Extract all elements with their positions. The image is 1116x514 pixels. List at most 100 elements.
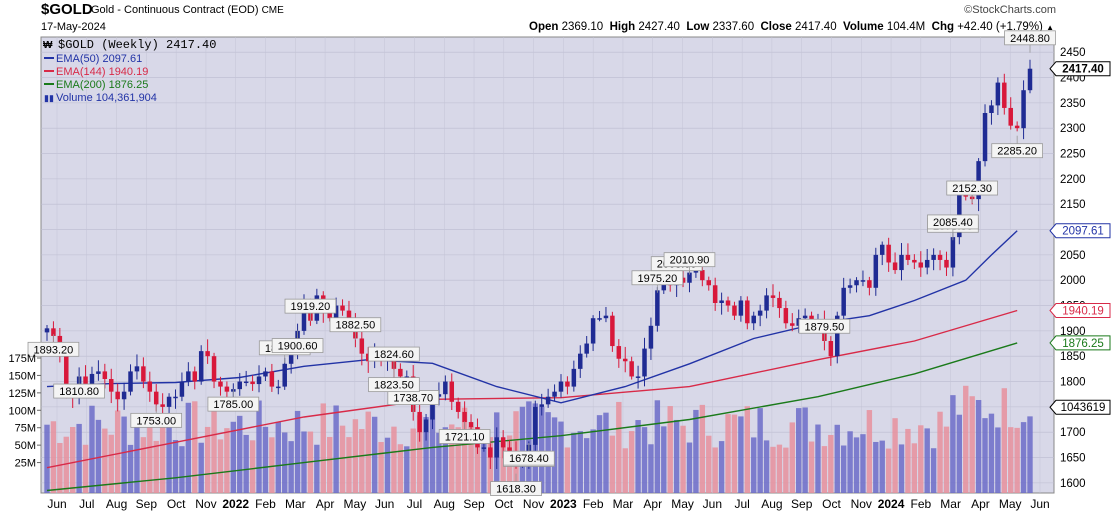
candle-body [597,318,602,320]
candle-body [256,376,262,385]
volume-bar [744,406,751,493]
candle-body [359,338,365,354]
annotation-label: 1893.20 [34,344,74,356]
annotation-label: 1879.50 [805,321,845,333]
candle-body [757,310,763,316]
candle-body [218,381,223,387]
candle-body [301,305,307,331]
volume-bar [378,441,384,493]
volume-bar [326,436,333,493]
volume-tick-label: 150M [8,370,36,382]
candle-body [642,348,647,377]
x-tick-label: Nov [523,497,544,511]
volume-bars [44,385,1033,493]
volume-bar [596,415,603,493]
x-tick-label: Mar [285,497,306,511]
annotation-label: 1900.60 [278,341,318,353]
volume-bar [423,417,429,493]
candle-body [809,315,814,321]
volume-bar [147,415,153,493]
annotation-box [271,338,324,353]
annotation-label: 2448.80 [1010,33,1050,45]
annotation-box [798,318,851,334]
candle-body [481,447,487,449]
volume-bar [577,431,583,493]
volume-bar [262,426,269,493]
y-tick-label: 1800 [1060,377,1086,389]
price-tag [1049,335,1111,351]
annotation-box [991,143,1043,159]
volume-bar [346,437,352,493]
volume-bar [391,426,397,493]
volume-bar [1020,422,1027,493]
x-tick-label: Nov [851,497,872,511]
volume-bar [108,434,114,493]
candle-body [777,297,782,309]
candle-body [565,381,570,387]
volume-bar [275,421,281,493]
volume-bar [468,426,474,493]
x-tick-label: May [344,497,367,511]
candle-body [738,300,744,316]
price-tag-label: 1043619 [1061,402,1106,414]
candle-body [957,189,962,238]
candle-body [905,254,911,260]
y-tick-label: 2050 [1060,250,1086,262]
volume-bar [127,444,134,493]
candle-body [89,373,95,387]
volume-bar [982,418,988,493]
y-tick-label: 1650 [1060,453,1086,465]
candle-body [732,305,737,316]
y-tick-label: 1600 [1060,478,1086,490]
volume-bar [950,395,956,493]
volume-bar [956,414,963,493]
ema144-line [46,309,1018,469]
volume-bar [776,444,783,493]
volume-bar [243,434,249,493]
x-tick-label: Apr [971,497,990,511]
candle-body [545,396,551,405]
annotation-box [663,252,716,268]
volume-bar [853,437,860,493]
volume-bar [314,444,320,493]
candle-body [783,308,789,324]
volume-bar [114,410,121,493]
volume-bar [564,447,571,493]
candle-body [108,379,114,392]
candle-body [828,341,834,357]
candle-body [648,325,654,349]
candle-body [603,315,609,319]
volume-bar [384,437,391,493]
candle-body [237,381,242,390]
volume-bar [95,419,102,493]
candle-body [610,315,615,347]
candle-body [886,244,891,263]
candle-body [725,300,731,306]
volume-bar [590,429,596,493]
candle-body [635,376,641,378]
candle-body [507,447,512,453]
volume-bar [943,426,950,493]
candle-body [687,272,692,283]
volume-bar [288,441,294,493]
volume-bar [828,434,834,493]
volume-bar [873,441,879,493]
volume-bar [757,408,763,493]
candle-body [141,366,146,382]
volume-bar [333,405,339,493]
volume-tick-label: 175M [8,353,36,365]
volume-bar [192,401,198,493]
volume-bar [635,420,641,493]
candle-body [1014,125,1020,129]
price-tags: 2417.40 2097.61 1940.19 1876.25 1043619 [1049,61,1111,415]
volume-bar [166,424,172,493]
annotation-label: 1738.70 [393,393,433,405]
candle-body [552,391,557,397]
candle-body [282,363,287,387]
volume-tick-label: 125M [8,388,36,400]
candle-body [590,318,596,344]
candle-body [655,290,660,326]
x-tick-label: Mar [940,497,961,511]
volume-bar [50,421,57,493]
y-tick-label: 2250 [1060,149,1086,161]
